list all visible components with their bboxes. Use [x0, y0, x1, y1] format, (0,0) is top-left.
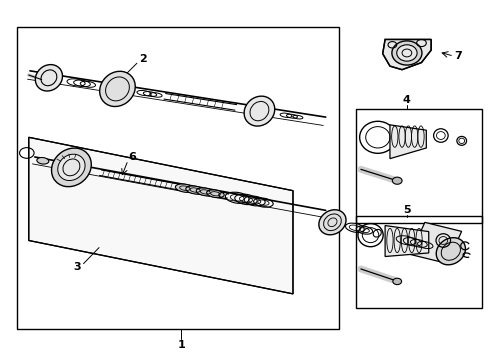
Text: 7: 7	[453, 51, 461, 61]
Polygon shape	[382, 40, 430, 70]
Text: 3: 3	[73, 262, 81, 272]
Text: 4: 4	[402, 95, 410, 105]
Ellipse shape	[100, 71, 135, 107]
Ellipse shape	[51, 148, 91, 187]
Ellipse shape	[185, 186, 204, 194]
Ellipse shape	[318, 210, 346, 235]
Circle shape	[392, 278, 401, 285]
Polygon shape	[409, 222, 461, 264]
Text: 1: 1	[177, 341, 185, 351]
Text: 5: 5	[402, 205, 410, 215]
Ellipse shape	[196, 188, 214, 196]
Ellipse shape	[58, 154, 85, 180]
Text: 6: 6	[128, 152, 136, 162]
Ellipse shape	[206, 190, 224, 198]
Circle shape	[391, 177, 401, 184]
Polygon shape	[385, 226, 428, 257]
Text: 2: 2	[139, 54, 146, 64]
Ellipse shape	[396, 45, 416, 61]
Ellipse shape	[244, 96, 274, 126]
Ellipse shape	[37, 157, 49, 164]
Polygon shape	[389, 125, 426, 159]
Ellipse shape	[391, 41, 421, 65]
Ellipse shape	[435, 238, 465, 265]
Ellipse shape	[35, 64, 62, 91]
Ellipse shape	[175, 184, 194, 192]
Polygon shape	[29, 137, 292, 294]
